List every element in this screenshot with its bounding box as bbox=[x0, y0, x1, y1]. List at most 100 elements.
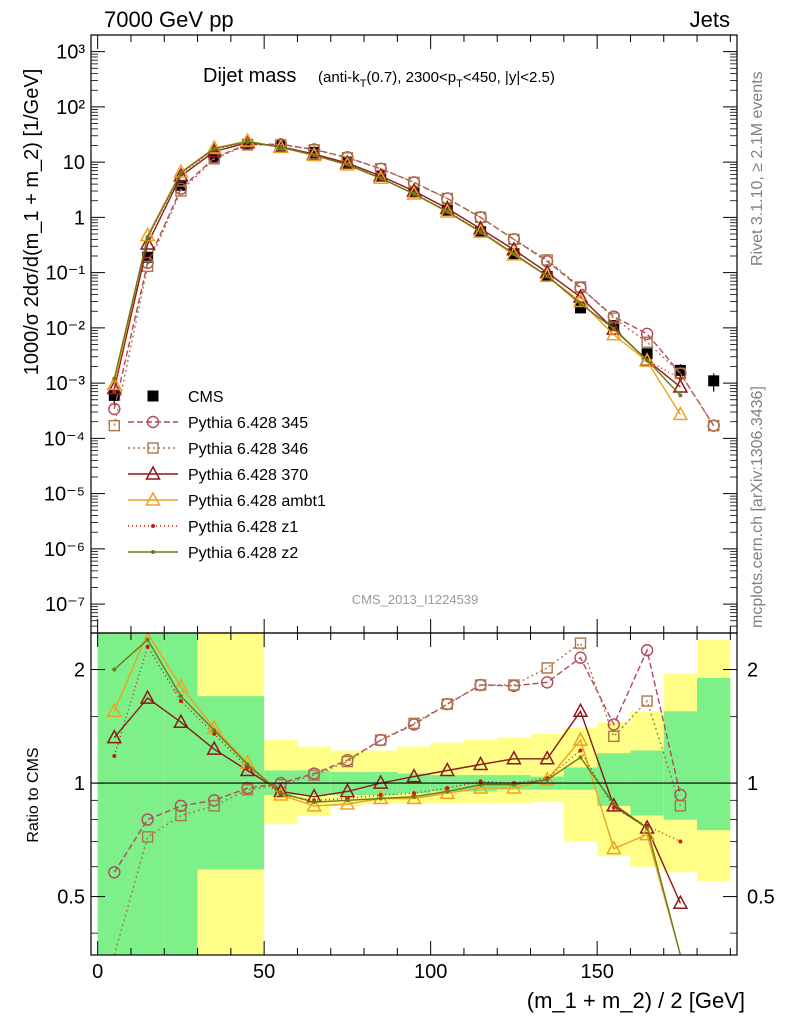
data-point bbox=[278, 791, 283, 796]
data-point bbox=[539, 267, 555, 282]
ratio-y-tick-label-right: 1 bbox=[747, 773, 758, 795]
data-point bbox=[578, 302, 583, 307]
data-point bbox=[175, 809, 187, 822]
y-tick-label: 1 bbox=[74, 207, 85, 229]
data-point bbox=[178, 699, 183, 704]
data-point bbox=[239, 132, 256, 147]
data-point bbox=[606, 326, 622, 341]
data-point bbox=[574, 281, 587, 293]
data-point bbox=[145, 235, 150, 240]
data-point bbox=[308, 146, 320, 158]
y-tick-label: 10 bbox=[63, 152, 85, 174]
data-point bbox=[639, 352, 655, 367]
data-point bbox=[378, 792, 383, 797]
data-point bbox=[506, 779, 522, 794]
data-point bbox=[108, 389, 120, 401]
data-point bbox=[678, 376, 683, 381]
ratio-plot-series bbox=[91, 631, 737, 956]
data-point bbox=[506, 246, 522, 261]
legend: CMS Pythia 6.428 345 Pythia 6.428 346 Pythi… bbox=[128, 389, 326, 562]
main-plot-series bbox=[106, 132, 720, 432]
data-point bbox=[641, 336, 653, 348]
data-point bbox=[412, 191, 416, 196]
legend-label: Pythia 6.428 370 bbox=[188, 467, 308, 484]
data-point bbox=[678, 393, 683, 398]
data-point bbox=[574, 651, 587, 664]
stat-uncertainty-band bbox=[97, 633, 131, 955]
series-line bbox=[113, 144, 715, 426]
data-point bbox=[572, 731, 589, 746]
main-frame bbox=[90, 34, 738, 634]
x-tick-label: 0 bbox=[92, 961, 103, 983]
data-point bbox=[445, 789, 450, 794]
data-point bbox=[508, 233, 520, 246]
series-line bbox=[113, 141, 681, 392]
data-point bbox=[312, 800, 317, 805]
data-point bbox=[106, 375, 123, 391]
data-point bbox=[439, 199, 456, 215]
data-point bbox=[174, 799, 188, 813]
total-uncertainty-band bbox=[463, 740, 498, 805]
data-point bbox=[106, 702, 123, 718]
data-point bbox=[678, 839, 683, 844]
y-axis-label-ratio: Ratio to CMS bbox=[25, 747, 42, 842]
stat-uncertainty-band bbox=[663, 711, 698, 820]
data-point bbox=[245, 139, 250, 144]
x-tick-label: 50 bbox=[253, 961, 275, 983]
data-point bbox=[241, 784, 254, 796]
data-point bbox=[472, 223, 489, 238]
data-point bbox=[608, 730, 620, 743]
data-point bbox=[112, 667, 117, 672]
legend-label: CMS bbox=[188, 389, 224, 406]
data-point bbox=[545, 273, 550, 278]
data-point bbox=[372, 167, 389, 182]
data-point bbox=[378, 796, 383, 801]
data-point bbox=[572, 702, 589, 718]
data-point bbox=[406, 768, 422, 783]
series-cms bbox=[108, 138, 720, 406]
ratio-y-tick-label: 1 bbox=[74, 773, 85, 795]
data-point bbox=[472, 220, 489, 235]
data-point bbox=[611, 802, 616, 807]
data-point bbox=[151, 524, 155, 528]
data-point bbox=[606, 797, 622, 812]
y-tick-label: 10³ bbox=[56, 42, 85, 64]
data-point bbox=[474, 679, 487, 691]
legend-entry: CMS bbox=[147, 389, 224, 406]
data-point bbox=[245, 765, 250, 770]
data-point bbox=[672, 378, 689, 393]
data-point bbox=[108, 866, 121, 879]
total-uncertainty-band bbox=[530, 733, 564, 803]
plot-title-main: Dijet mass bbox=[203, 65, 296, 87]
data-point bbox=[212, 731, 217, 736]
data-point bbox=[707, 419, 720, 432]
data-point bbox=[508, 679, 520, 691]
data-point bbox=[408, 717, 420, 730]
y-tick-label: 10⁻⁶ bbox=[44, 539, 85, 561]
data-point bbox=[139, 235, 156, 250]
data-point bbox=[611, 326, 616, 331]
series-pythia-6-428-z2 bbox=[112, 139, 683, 398]
data-point bbox=[306, 797, 322, 812]
data-point bbox=[639, 826, 655, 841]
data-point bbox=[341, 755, 354, 768]
legend-label: Pythia 6.428 346 bbox=[188, 441, 308, 458]
data-point bbox=[478, 229, 483, 234]
data-point bbox=[206, 139, 222, 154]
data-point bbox=[112, 753, 117, 758]
data-point bbox=[472, 779, 489, 794]
data-point bbox=[611, 805, 616, 810]
data-point bbox=[275, 779, 287, 791]
data-point bbox=[441, 698, 453, 710]
data-point bbox=[541, 662, 553, 674]
legend-entry: Pythia 6.428 ambt1 bbox=[128, 491, 326, 510]
y-tick-label: 10² bbox=[56, 97, 85, 119]
data-point bbox=[139, 226, 156, 242]
data-point bbox=[278, 145, 283, 150]
data-point bbox=[511, 251, 516, 256]
data-point bbox=[151, 550, 155, 554]
y-tick-label: 10⁻⁵ bbox=[44, 484, 85, 506]
legend-label: Pythia 6.428 345 bbox=[188, 415, 308, 432]
stat-uncertainty-band bbox=[597, 753, 631, 806]
plot-title: Dijet mass (anti-kT(0.7), 2300<pT<450, |… bbox=[203, 65, 555, 90]
